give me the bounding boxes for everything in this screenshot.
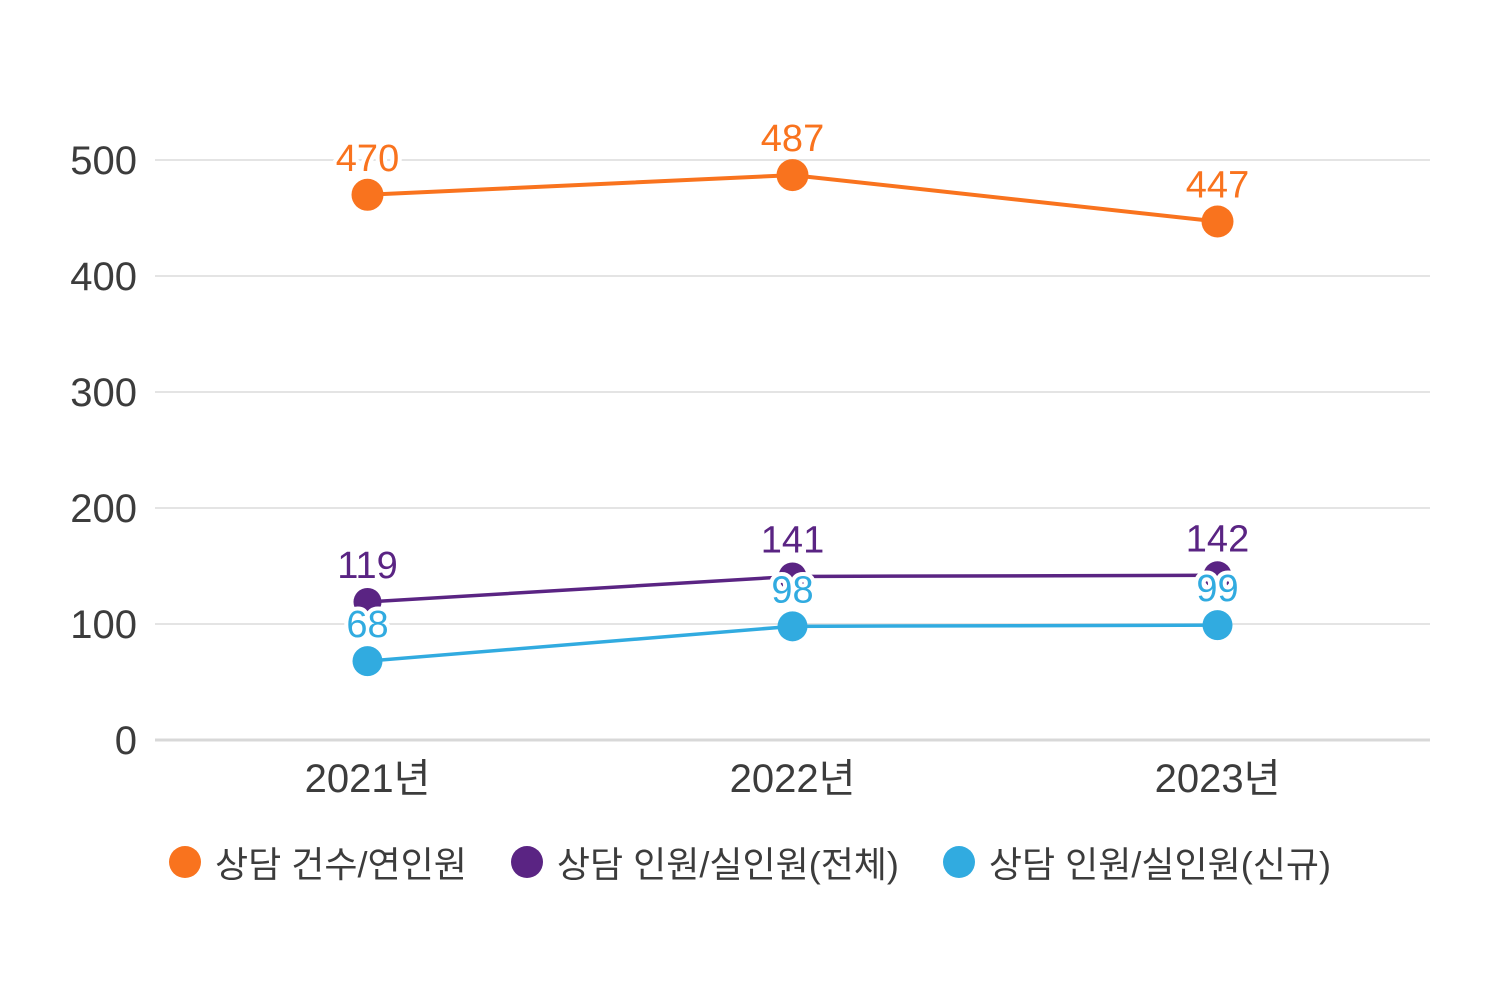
legend-item-2[interactable]: 상담 인원/실인원(신규) <box>942 836 1331 888</box>
legend-label: 상담 건수/연인원 <box>215 844 467 885</box>
data-label-s2-0: 68 <box>346 604 388 646</box>
y-tick-label-500: 500 <box>70 139 137 183</box>
y-tick-label-0: 0 <box>115 719 137 763</box>
legend-item-0[interactable]: 상담 건수/연인원 <box>169 836 467 888</box>
legend-marker-icon <box>510 846 543 878</box>
data-label-s2-1: 98 <box>771 569 813 611</box>
data-label-s1-1: 141 <box>761 519 824 561</box>
legend-marker-icon <box>169 846 201 878</box>
data-point-s1-0[interactable] <box>353 587 382 616</box>
data-point-s0-0[interactable] <box>351 178 384 211</box>
data-point-s0-1[interactable] <box>776 159 809 192</box>
legend-item-1[interactable]: 상담 인원/실인원(전체) <box>510 836 899 888</box>
data-point-s0-2[interactable] <box>1201 205 1234 238</box>
data-point-s2-1[interactable] <box>777 611 808 642</box>
data-label-s0-1: 487 <box>761 118 824 160</box>
data-label-s1-0: 119 <box>337 545 398 587</box>
legend-label: 상담 인원/실인원(전체) <box>556 844 899 885</box>
line-chart: 0 100 200 300 400 500 2021년 2022년 2023년 470 487 447… <box>70 118 1430 801</box>
y-tick-label-200: 200 <box>70 487 137 531</box>
data-label-s0-2: 447 <box>1186 164 1249 206</box>
data-point-s1-2[interactable] <box>1203 561 1232 590</box>
chart-legend: 상담 건수/연인원 상담 인원/실인원(전체) 상담 인원/실인원(신규) <box>0 838 1500 886</box>
data-label-s0-0: 470 <box>336 138 399 180</box>
data-point-s2-2[interactable] <box>1202 610 1233 641</box>
data-label-s2-2: 99 <box>1196 568 1238 610</box>
data-label-s1-2: 142 <box>1186 518 1249 560</box>
legend-label: 상담 인원/실인원(신규) <box>988 844 1331 885</box>
y-tick-label-100: 100 <box>70 603 137 647</box>
legend-marker-icon <box>942 846 975 878</box>
y-tick-label-300: 300 <box>70 371 137 415</box>
y-tick-label-400: 400 <box>70 255 137 299</box>
x-tick-label-1: 2022년 <box>730 757 856 801</box>
x-tick-label-0: 2021년 <box>305 757 431 801</box>
data-point-s2-0[interactable] <box>352 646 383 677</box>
x-tick-label-2: 2023년 <box>1155 757 1281 801</box>
data-point-s1-1[interactable] <box>778 562 807 591</box>
